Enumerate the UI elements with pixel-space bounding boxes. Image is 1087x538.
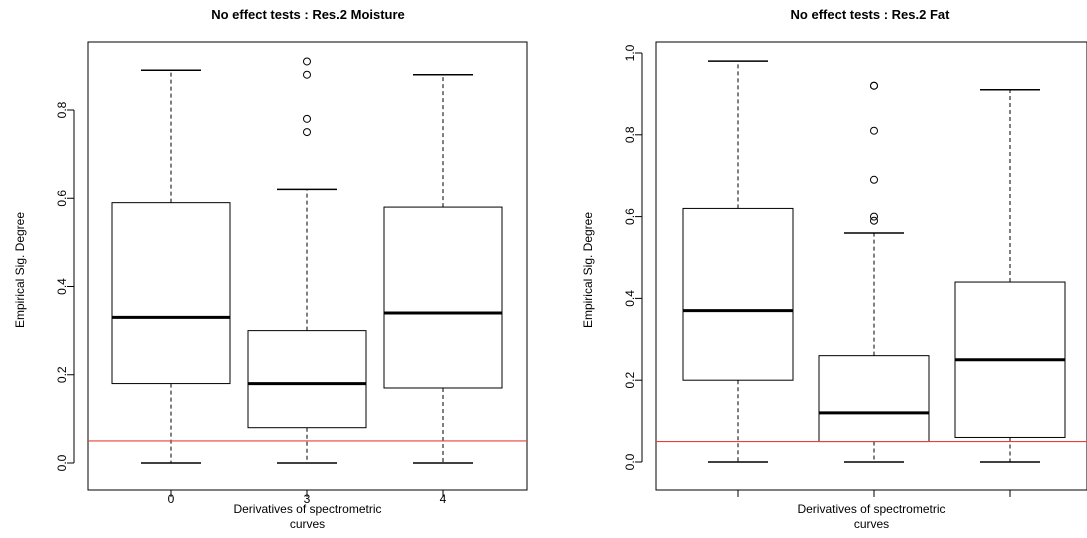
y-axis-label: Empirical Sig. Degree	[581, 212, 595, 328]
outlier-point	[303, 57, 311, 66]
outlier-point	[303, 70, 311, 79]
box-3	[954, 89, 1066, 463]
y-tick-label-0-6: 0.6	[623, 208, 637, 225]
x-tick-label-0: 0	[168, 492, 175, 506]
box-1	[111, 69, 231, 464]
iqr-box	[383, 206, 503, 389]
chart-title: No effect tests : Res.2 Moisture	[211, 7, 405, 22]
y-tick-label-0-8: 0.8	[55, 101, 69, 118]
outlier-point	[870, 216, 878, 225]
moisture-boxplot-panel: No effect tests : Res.2 Moisture 0.0 0.2 0.…	[13, 7, 528, 531]
y-tick-label-0-0: 0.0	[55, 454, 69, 471]
outlier-point	[870, 212, 878, 221]
iqr-box	[111, 202, 231, 385]
box-2	[247, 57, 367, 464]
iqr-box	[818, 355, 930, 443]
outlier-point	[870, 126, 878, 135]
fat-boxplot-panel: No effect tests : Res.2 Fat 0.0 0.2 0.4 0.6 0…	[581, 7, 1087, 531]
box-3	[383, 73, 503, 464]
x-axis-label-line-1: Derivatives of spectrometric	[797, 502, 945, 516]
x-axis-label-line-1: Derivatives of spectrometric	[233, 502, 381, 516]
y-tick-label-0-2: 0.2	[55, 366, 69, 383]
outlier-point	[870, 175, 878, 184]
chart-title: No effect tests : Res.2 Fat	[791, 7, 951, 22]
box-2	[818, 81, 930, 463]
x-axis-label-line-2: curves	[854, 517, 889, 531]
y-tick-label-0-4: 0.4	[623, 290, 637, 307]
y-tick-label-0-2: 0.2	[623, 372, 637, 389]
outlier-point	[303, 114, 311, 123]
x-tick-label-3: 3	[304, 492, 311, 506]
outlier-point	[870, 81, 878, 90]
outlier-point	[303, 128, 311, 137]
y-tick-label-0-4: 0.4	[55, 278, 69, 295]
y-tick-label-0-8: 0.8	[623, 126, 637, 143]
plot-frame	[655, 41, 1087, 491]
box-1	[682, 60, 794, 463]
y-tick-label-0-6: 0.6	[55, 190, 69, 207]
y-tick-label-1-0: 1.0	[623, 44, 637, 61]
y-tick-label-0-0: 0.0	[623, 453, 637, 470]
iqr-box	[247, 330, 367, 429]
x-tick-label-4: 4	[440, 492, 447, 506]
iqr-box	[682, 207, 794, 381]
x-axis-label-line-2: curves	[290, 517, 325, 531]
y-axis-label: Empirical Sig. Degree	[13, 212, 27, 328]
